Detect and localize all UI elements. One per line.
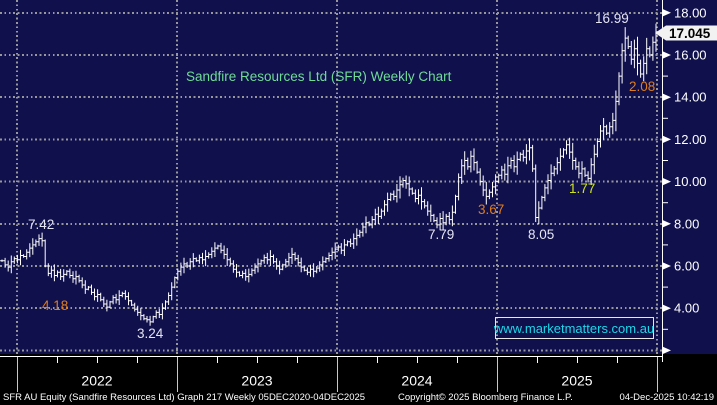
price-bars (0, 23, 658, 326)
annotation-2.08: 2.08 (629, 79, 655, 94)
gridlines (0, 0, 662, 356)
footer-security-info: SFR AU Equity (Sandfire Resources Ltd) G… (3, 392, 365, 403)
price-bars-group (0, 23, 658, 326)
footer-timestamp: 04-Dec-2025 10:42:19 (619, 392, 714, 403)
annotation-1.77: 1.77 (569, 181, 595, 196)
annotation-4.18: 4.18 (42, 298, 68, 313)
annotation-3.67: 3.67 (478, 202, 504, 217)
y-axis-label: 6.00 (674, 259, 699, 274)
y-axis-arrow-tick (662, 8, 671, 17)
chart-background (0, 0, 717, 354)
annotations-group: 7.42 4.18 3.24 7.79 3.67 8.05 1.77 16.99 2.08 (28, 11, 655, 341)
annotation-3.24: 3.24 (137, 326, 164, 341)
y-axis-label: 14.00 (674, 90, 707, 105)
x-axis-year-label: 2024 (401, 373, 432, 389)
y-axis-arrow-tick (662, 177, 671, 186)
y-axis-arrow-tick (662, 304, 671, 313)
x-axis-year-label: 2023 (241, 373, 272, 389)
y-axis-label: 16.00 (674, 48, 707, 63)
axes-group: 18.00 16.00 14.00 12.00 10.00 8.00 6.00 4.00 202… (17, 5, 707, 392)
y-axis-arrow-tick (662, 51, 671, 59)
y-axis-label: 10.00 (674, 174, 707, 189)
y-axis-arrow-tick (662, 219, 671, 228)
y-axis-arrow-tick (662, 135, 671, 144)
watermark-link[interactable]: www.marketmatters.com.au (493, 321, 654, 336)
chart-title: Sandfire Resources Ltd (SFR) Weekly Char… (186, 69, 452, 84)
annotation-16.99: 16.99 (595, 11, 629, 26)
y-axis-label: 18.00 (674, 5, 707, 20)
horizontal-gridlines (0, 11, 662, 352)
footer-band (0, 354, 717, 405)
last-price-tag: 17.045 (655, 25, 717, 41)
last-price-value: 17.045 (669, 26, 711, 41)
annotation-7.42: 7.42 (28, 217, 54, 232)
footer-copyright: Copyright© 2025 Bloomberg Finance L.P. (398, 392, 573, 403)
watermark-box[interactable]: www.marketmatters.com.au (493, 317, 654, 339)
annotation-7.79: 7.79 (428, 227, 454, 242)
y-axis-arrow-tick (662, 262, 671, 270)
watermark-border (495, 317, 654, 339)
y-axis-arrow-tick (662, 346, 671, 355)
y-axis-arrow-tick (662, 93, 671, 102)
x-axis-year-label: 2025 (561, 373, 592, 389)
annotation-8.05: 8.05 (528, 227, 554, 242)
y-axis-label: 12.00 (674, 132, 707, 147)
y-axis-label: 4.00 (674, 301, 699, 316)
last-price-tag-shape (655, 25, 717, 41)
y-axis-label: 8.00 (674, 216, 699, 231)
x-axis-year-label: 2022 (81, 373, 112, 389)
